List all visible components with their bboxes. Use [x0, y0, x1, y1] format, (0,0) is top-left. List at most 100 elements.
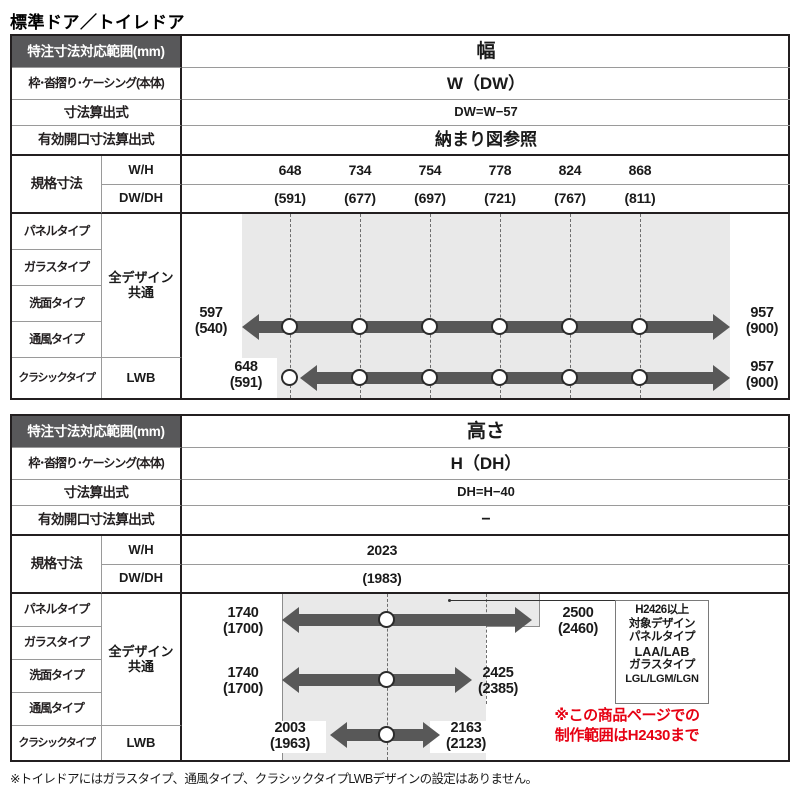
height-callout-box: H2426以上 対象デザイン パネルタイプ LAA/LAB ガラスタイプ LGL…	[615, 600, 709, 704]
width-wh-blank	[182, 156, 250, 185]
callout-line: ガラスタイプ	[629, 659, 695, 672]
height-row3-max-label: 2163 (2123)	[430, 720, 502, 753]
height-heading: 高さ	[182, 416, 790, 448]
height-row2-bar	[298, 674, 456, 686]
value-sub: (1963)	[269, 735, 311, 752]
height-frame-casing-label: 枠･沓摺り･ケーシング(本体)	[12, 448, 182, 480]
height-wh-value: 2023	[182, 536, 582, 565]
width-type-glass: ガラスタイプ	[12, 250, 102, 286]
height-shade-outline-top	[486, 594, 540, 627]
width-tick-line	[290, 214, 291, 398]
width-frame-casing-label: 枠･沓摺り･ケーシング(本体)	[12, 68, 182, 100]
height-row2-arrow-left	[282, 667, 299, 693]
height-row1-arrow-right	[515, 607, 532, 633]
value-sub: (1700)	[222, 680, 264, 697]
width-common-min-label: 597 (540)	[182, 305, 240, 338]
height-dwdh-blank	[582, 565, 790, 594]
width-custom-range-header: 特注寸法対応範囲(mm)	[12, 36, 182, 68]
height-opening-formula-value: −	[182, 506, 790, 536]
width-dwdh-value: (677)	[320, 185, 400, 214]
height-range-diagram: 1740 (1700) 2500 (2460) 1740 (1700) 2425…	[182, 594, 790, 760]
width-tick-line	[640, 214, 641, 398]
height-design-lwb: LWB	[102, 726, 182, 760]
width-lwb-point	[351, 369, 368, 386]
width-dwdh-value: (697)	[390, 185, 470, 214]
callout-line: LGL/LGM/LGN	[625, 673, 699, 685]
warning-line-2: 制作範囲はH2430まで	[554, 727, 700, 745]
width-lwb-bar	[316, 372, 714, 384]
height-row1-min-label: 1740 (1700)	[208, 605, 278, 638]
width-lwb-arrow-left	[300, 365, 317, 391]
width-lwb-point	[631, 369, 648, 386]
height-row1-bar	[298, 614, 516, 626]
callout-line: H2426以上	[635, 604, 689, 616]
height-type-ventilation: 通風タイプ	[12, 693, 102, 726]
height-standard-size-label: 規格寸法	[12, 536, 102, 594]
value-sub: (540)	[194, 320, 228, 337]
height-row1-max-label: 2500 (2460)	[542, 605, 614, 638]
value-sub: (1700)	[222, 620, 264, 637]
width-common-point	[491, 318, 508, 335]
value-sub: (591)	[229, 374, 263, 391]
height-type-classic: クラシックタイプ	[12, 726, 102, 760]
width-spec-table: 特注寸法対応範囲(mm) 幅 枠･沓摺り･ケーシング(本体) W（DW） 寸法算…	[10, 34, 790, 400]
design-common-line1: 全デザイン	[108, 643, 174, 659]
width-dwdh-value: (767)	[530, 185, 610, 214]
width-wh-blank	[680, 156, 790, 185]
height-row3-min-label: 2003 (1963)	[254, 720, 326, 753]
height-row2-min-label: 1740 (1700)	[208, 665, 278, 698]
height-row2-max-label: 2425 (2385)	[462, 665, 534, 698]
width-shade-common	[242, 214, 730, 358]
design-common-line2: 共通	[127, 284, 154, 300]
value-main: 1740	[227, 605, 259, 621]
width-lwb-point	[561, 369, 578, 386]
value-sub: (2123)	[445, 735, 487, 752]
height-tick-line-2	[486, 594, 487, 704]
width-opening-formula-label: 有効開口寸法算出式	[12, 126, 182, 156]
height-wh-blank	[582, 536, 790, 565]
height-row1-point	[378, 611, 395, 628]
red-production-range-warning: ※この商品ページでの 制作範囲はH2430まで	[482, 706, 772, 747]
value-main: 2003	[274, 720, 306, 736]
height-row2-point	[378, 671, 395, 688]
width-design-lwb: LWB	[102, 358, 182, 398]
height-design-common: 全デザイン 共通	[102, 594, 182, 726]
design-common-line1: 全デザイン	[108, 269, 174, 285]
width-row-label-wh: W/H	[102, 156, 182, 185]
width-formula-label: 寸法算出式	[12, 100, 182, 126]
width-lwb-max-label: 957 (900)	[734, 359, 790, 392]
width-row-label-dwdh: DW/DH	[102, 185, 182, 214]
width-lwb-point	[491, 369, 508, 386]
height-row1-arrow-left	[282, 607, 299, 633]
width-wh-value: 824	[530, 156, 610, 185]
callout-leader-dot	[448, 599, 451, 602]
height-formula-value: DH=H−40	[182, 480, 790, 506]
width-wh-value: 648	[250, 156, 330, 185]
width-common-point	[351, 318, 368, 335]
height-row-label-wh: W/H	[102, 536, 182, 565]
height-row2-arrow-right	[455, 667, 472, 693]
callout-line: LAA/LAB	[634, 644, 690, 659]
width-standard-size-label: 規格寸法	[12, 156, 102, 214]
width-symbol: W（DW）	[182, 68, 790, 100]
callout-leader-line	[450, 600, 615, 601]
callout-line: パネルタイプ	[629, 631, 696, 644]
width-common-point	[561, 318, 578, 335]
height-symbol: H（DH）	[182, 448, 790, 480]
width-tick-line	[500, 214, 501, 398]
callout-line: 対象デザイン	[629, 617, 696, 630]
width-tick-line	[430, 214, 431, 398]
width-dwdh-value: (591)	[250, 185, 330, 214]
value-main: 597	[199, 305, 223, 321]
height-type-washstand: 洗面タイプ	[12, 660, 102, 693]
width-lwb-point	[421, 369, 438, 386]
width-lwb-min-label: 648 (591)	[216, 359, 276, 392]
height-row3-arrow-right	[423, 722, 440, 748]
height-type-panel: パネルタイプ	[12, 594, 102, 627]
width-design-common: 全デザイン 共通	[102, 214, 182, 358]
width-common-bar	[258, 321, 714, 333]
width-common-arrow-left	[242, 314, 259, 340]
width-lwb-start-point	[281, 369, 298, 386]
page-title: 標準ドア／トイレドア	[10, 13, 185, 32]
